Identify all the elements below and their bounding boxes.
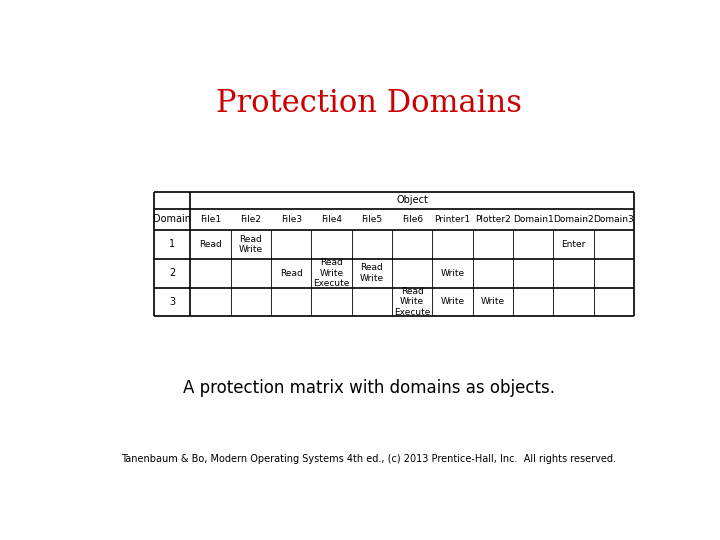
Text: Read
Write
Execute: Read Write Execute <box>313 258 350 288</box>
Text: A protection matrix with domains as objects.: A protection matrix with domains as obje… <box>183 379 555 397</box>
Text: Read: Read <box>199 240 222 249</box>
Text: File1: File1 <box>200 215 221 224</box>
Text: Enter: Enter <box>562 240 586 249</box>
Text: Domain2: Domain2 <box>553 215 594 224</box>
Text: Read
Write: Read Write <box>239 234 263 254</box>
Text: Printer1: Printer1 <box>434 215 471 224</box>
Text: Write: Write <box>441 298 464 306</box>
Text: File5: File5 <box>361 215 382 224</box>
Text: Domain3: Domain3 <box>593 215 634 224</box>
Text: Read
Write
Execute: Read Write Execute <box>394 287 431 317</box>
Text: 1: 1 <box>169 239 176 249</box>
Text: File4: File4 <box>321 215 342 224</box>
Text: Domain1: Domain1 <box>513 215 554 224</box>
Text: Write: Write <box>481 298 505 306</box>
Text: File3: File3 <box>281 215 302 224</box>
Text: 3: 3 <box>169 297 176 307</box>
Text: Tanenbaum & Bo, Modern Operating Systems 4th ed., (c) 2013 Prentice-Hall, Inc.  : Tanenbaum & Bo, Modern Operating Systems… <box>122 454 616 464</box>
Text: Domain: Domain <box>153 214 192 225</box>
Text: Read: Read <box>280 268 302 278</box>
Text: Plotter2: Plotter2 <box>475 215 510 224</box>
Text: Object: Object <box>396 195 428 205</box>
Text: Protection Domains: Protection Domains <box>216 87 522 119</box>
Text: File6: File6 <box>402 215 423 224</box>
Text: Read
Write: Read Write <box>360 264 384 283</box>
Text: File2: File2 <box>240 215 261 224</box>
Text: 2: 2 <box>169 268 176 278</box>
Text: Write: Write <box>441 268 464 278</box>
